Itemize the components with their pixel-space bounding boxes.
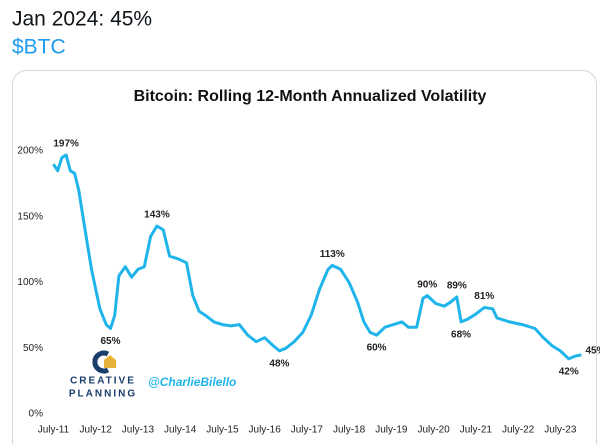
x-tick-label: July-21 [460, 425, 493, 436]
annotation: 113% [320, 249, 345, 260]
x-tick-label: July-19 [375, 425, 408, 436]
x-tick-label: July-15 [206, 425, 239, 436]
annotation: 60% [367, 343, 387, 354]
annotation: 68% [451, 330, 471, 341]
x-tick-label: July-17 [291, 425, 324, 436]
annotation: 81% [474, 291, 494, 302]
annotation: 65% [100, 336, 120, 347]
handle: @CharlieBilello [148, 375, 236, 389]
y-tick-label: 150% [17, 211, 43, 222]
line-series [52, 153, 582, 361]
cashtag[interactable]: $BTC [12, 36, 66, 59]
x-tick-label: July-13 [122, 425, 155, 436]
x-tick-label: July-22 [502, 425, 535, 436]
annotation: 48% [269, 359, 289, 370]
y-tick-label: 100% [17, 277, 43, 288]
annotation: 89% [447, 281, 467, 292]
x-tick-label: July-12 [80, 425, 113, 436]
annotation: 197% [53, 139, 79, 150]
x-tick-label: July-20 [417, 425, 450, 436]
annotation: 45% [585, 345, 600, 356]
annotation: 90% [417, 279, 437, 290]
annotation: 42% [559, 366, 579, 377]
x-tick-label: July-23 [544, 425, 577, 436]
x-tick-label: July-18 [333, 425, 366, 436]
annotation: 143% [144, 210, 170, 221]
logo-text: CREATIVE [70, 376, 136, 387]
y-tick-label: 50% [23, 343, 43, 354]
media-card [12, 70, 597, 444]
y-tick-label: 200% [17, 146, 43, 157]
logo-icon [92, 350, 116, 374]
x-tick-label: July-11 [38, 425, 70, 436]
x-tick-label: July-14 [164, 425, 197, 436]
x-tick-label: July-16 [249, 425, 282, 436]
logo-text: PLANNING [69, 389, 137, 400]
y-tick-label: 0% [29, 409, 44, 420]
tweet-text: Jan 2024: 45% [12, 8, 152, 31]
chart-title: Bitcoin: Rolling 12-Month Annualized Vol… [134, 88, 487, 105]
